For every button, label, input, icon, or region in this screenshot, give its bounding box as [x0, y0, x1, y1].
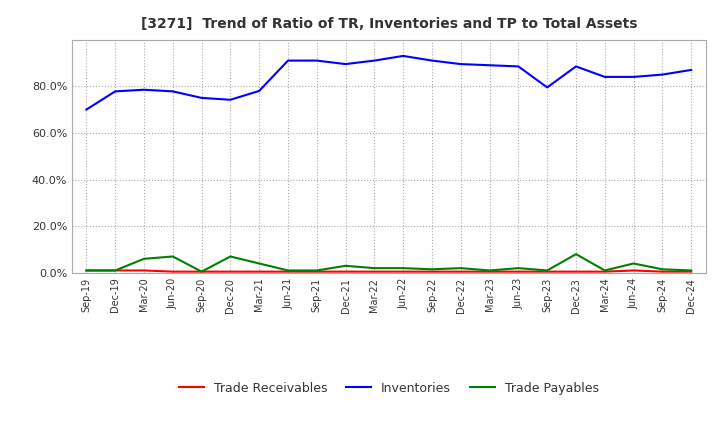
Inventories — [168, 89, 177, 94]
Trade Payables — [399, 265, 408, 271]
Inventories — [572, 64, 580, 69]
Inventories — [111, 89, 120, 94]
Trade Payables — [341, 263, 350, 268]
Trade Receivables — [370, 269, 379, 274]
Inventories — [428, 58, 436, 63]
Trade Receivables — [629, 268, 638, 273]
Legend: Trade Receivables, Inventories, Trade Payables: Trade Receivables, Inventories, Trade Pa… — [174, 377, 604, 400]
Trade Receivables — [168, 269, 177, 274]
Title: [3271]  Trend of Ratio of TR, Inventories and TP to Total Assets: [3271] Trend of Ratio of TR, Inventories… — [140, 18, 637, 32]
Trade Receivables — [687, 269, 696, 274]
Inventories — [543, 85, 552, 90]
Inventories — [82, 107, 91, 112]
Trade Receivables — [197, 269, 206, 274]
Trade Payables — [140, 256, 148, 261]
Inventories — [197, 95, 206, 100]
Trade Receivables — [428, 269, 436, 274]
Trade Payables — [543, 268, 552, 273]
Trade Receivables — [111, 268, 120, 273]
Inventories — [140, 87, 148, 92]
Trade Payables — [600, 268, 609, 273]
Trade Payables — [514, 265, 523, 271]
Trade Payables — [658, 267, 667, 272]
Trade Payables — [111, 268, 120, 273]
Inventories — [514, 64, 523, 69]
Inventories — [341, 62, 350, 67]
Inventories — [399, 53, 408, 59]
Inventories — [687, 67, 696, 73]
Trade Receivables — [543, 269, 552, 274]
Trade Receivables — [140, 268, 148, 273]
Trade Receivables — [255, 269, 264, 274]
Trade Receivables — [82, 268, 91, 273]
Inventories — [370, 58, 379, 63]
Trade Payables — [226, 254, 235, 259]
Trade Payables — [629, 261, 638, 266]
Inventories — [658, 72, 667, 77]
Trade Receivables — [600, 269, 609, 274]
Trade Receivables — [485, 269, 494, 274]
Inventories — [226, 97, 235, 103]
Trade Receivables — [456, 269, 465, 274]
Trade Receivables — [284, 269, 292, 274]
Trade Payables — [168, 254, 177, 259]
Trade Payables — [572, 252, 580, 257]
Trade Receivables — [226, 269, 235, 274]
Inventories — [456, 62, 465, 67]
Inventories — [284, 58, 292, 63]
Trade Payables — [485, 268, 494, 273]
Trade Payables — [456, 265, 465, 271]
Trade Receivables — [658, 269, 667, 274]
Trade Payables — [370, 265, 379, 271]
Line: Trade Payables: Trade Payables — [86, 254, 691, 271]
Line: Inventories: Inventories — [86, 56, 691, 110]
Inventories — [600, 74, 609, 80]
Trade Payables — [255, 261, 264, 266]
Inventories — [312, 58, 321, 63]
Trade Payables — [428, 267, 436, 272]
Trade Payables — [197, 269, 206, 274]
Trade Receivables — [312, 269, 321, 274]
Inventories — [629, 74, 638, 80]
Trade Receivables — [399, 269, 408, 274]
Trade Payables — [284, 268, 292, 273]
Inventories — [255, 88, 264, 94]
Trade Payables — [687, 268, 696, 273]
Inventories — [485, 62, 494, 68]
Trade Receivables — [514, 269, 523, 274]
Trade Payables — [82, 268, 91, 273]
Trade Payables — [312, 268, 321, 273]
Trade Receivables — [341, 269, 350, 274]
Trade Receivables — [572, 269, 580, 274]
